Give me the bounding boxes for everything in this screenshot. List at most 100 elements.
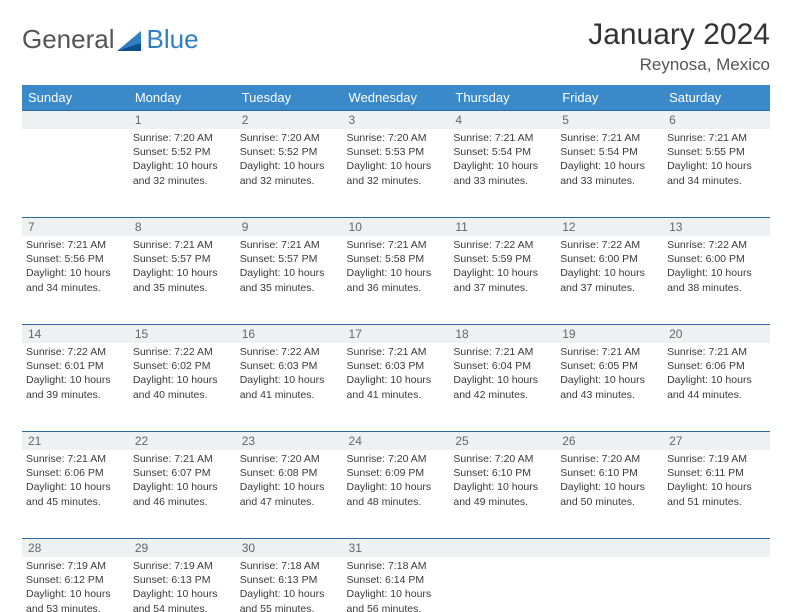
sunrise-line: Sunrise: 7:19 AM [133,559,232,573]
day-number-cell: 4 [449,111,556,130]
daylight-line: Daylight: 10 hours and 53 minutes. [26,587,125,612]
day-cell: Sunrise: 7:20 AMSunset: 5:52 PMDaylight:… [129,129,236,218]
day-number-cell: 7 [22,218,129,237]
daylight-line: Daylight: 10 hours and 33 minutes. [560,159,659,187]
day-details: Sunrise: 7:21 AMSunset: 5:57 PMDaylight:… [133,236,232,295]
day-cell: Sunrise: 7:20 AMSunset: 6:08 PMDaylight:… [236,450,343,539]
sunrise-line: Sunrise: 7:21 AM [667,131,766,145]
sunset-line: Sunset: 6:10 PM [560,466,659,480]
sunrise-line: Sunrise: 7:21 AM [347,345,446,359]
sunset-line: Sunset: 5:56 PM [26,252,125,266]
day-details: Sunrise: 7:22 AMSunset: 6:01 PMDaylight:… [26,343,125,402]
daylight-line: Daylight: 10 hours and 34 minutes. [667,159,766,187]
sunset-line: Sunset: 5:54 PM [453,145,552,159]
day-number-cell: 9 [236,218,343,237]
day-cell: Sunrise: 7:21 AMSunset: 5:57 PMDaylight:… [129,236,236,325]
day-cell: Sunrise: 7:21 AMSunset: 5:55 PMDaylight:… [663,129,770,218]
day-number-cell: 30 [236,539,343,558]
sunset-line: Sunset: 6:13 PM [240,573,339,587]
sunset-line: Sunset: 6:03 PM [347,359,446,373]
sunrise-line: Sunrise: 7:20 AM [453,452,552,466]
day-details: Sunrise: 7:21 AMSunset: 6:07 PMDaylight:… [133,450,232,509]
day-number-cell: 12 [556,218,663,237]
sunrise-line: Sunrise: 7:21 AM [26,452,125,466]
day-cell: Sunrise: 7:21 AMSunset: 6:03 PMDaylight:… [343,343,450,432]
day-cell: Sunrise: 7:21 AMSunset: 6:07 PMDaylight:… [129,450,236,539]
sunset-line: Sunset: 6:06 PM [667,359,766,373]
day-details: Sunrise: 7:22 AMSunset: 6:02 PMDaylight:… [133,343,232,402]
sunrise-line: Sunrise: 7:20 AM [240,452,339,466]
daylight-line: Daylight: 10 hours and 43 minutes. [560,373,659,401]
weekday-monday: Monday [129,85,236,111]
day-cell: Sunrise: 7:19 AMSunset: 6:13 PMDaylight:… [129,557,236,612]
sunset-line: Sunset: 6:00 PM [560,252,659,266]
day-cell: Sunrise: 7:21 AMSunset: 5:54 PMDaylight:… [449,129,556,218]
day-cell: Sunrise: 7:21 AMSunset: 6:06 PMDaylight:… [22,450,129,539]
sunrise-line: Sunrise: 7:20 AM [240,131,339,145]
day-number-cell: 1 [129,111,236,130]
day-number-cell: 8 [129,218,236,237]
daylight-line: Daylight: 10 hours and 32 minutes. [133,159,232,187]
day-details: Sunrise: 7:21 AMSunset: 5:57 PMDaylight:… [240,236,339,295]
day-number-cell: 16 [236,325,343,344]
brand-sail-icon [117,29,143,51]
day-cell: Sunrise: 7:19 AMSunset: 6:12 PMDaylight:… [22,557,129,612]
weekday-sunday: Sunday [22,85,129,111]
header: General Blue January 2024 Reynosa, Mexic… [22,18,770,75]
day-details: Sunrise: 7:22 AMSunset: 6:00 PMDaylight:… [560,236,659,295]
day-cell: Sunrise: 7:20 AMSunset: 5:52 PMDaylight:… [236,129,343,218]
sunset-line: Sunset: 6:11 PM [667,466,766,480]
sunrise-line: Sunrise: 7:21 AM [453,131,552,145]
day-details: Sunrise: 7:21 AMSunset: 6:04 PMDaylight:… [453,343,552,402]
day-details: Sunrise: 7:22 AMSunset: 5:59 PMDaylight:… [453,236,552,295]
day-number-cell [22,111,129,130]
sunset-line: Sunset: 5:57 PM [240,252,339,266]
daylight-line: Daylight: 10 hours and 36 minutes. [347,266,446,294]
sunset-line: Sunset: 6:09 PM [347,466,446,480]
sunset-line: Sunset: 6:02 PM [133,359,232,373]
week-row: Sunrise: 7:21 AM Sunset: 5:56 PM Daylight:… [22,236,770,325]
sunrise-line: Sunrise: 7:22 AM [133,345,232,359]
day-details: Sunrise: 7:21 AMSunset: 5:55 PMDaylight:… [667,129,766,188]
day-details: Sunrise: 7:20 AMSunset: 5:53 PMDaylight:… [347,129,446,188]
daylight-line: Daylight: 10 hours and 35 minutes. [133,266,232,294]
day-cell: Sunrise: 7:18 AMSunset: 6:14 PMDaylight:… [343,557,450,612]
day-details: Sunrise: 7:18 AMSunset: 6:13 PMDaylight:… [240,557,339,612]
sunset-line: Sunset: 6:00 PM [667,252,766,266]
day-number-cell: 3 [343,111,450,130]
day-cell [556,557,663,612]
sunrise-line: Sunrise: 7:20 AM [560,452,659,466]
calendar-page: General Blue January 2024 Reynosa, Mexic… [0,0,792,612]
daylight-line: Daylight: 10 hours and 40 minutes. [133,373,232,401]
weekday-wednesday: Wednesday [343,85,450,111]
daylight-line: Daylight: 10 hours and 48 minutes. [347,480,446,508]
weekday-tuesday: Tuesday [236,85,343,111]
sunrise-line: Sunrise: 7:21 AM [560,345,659,359]
daylight-line: Daylight: 10 hours and 35 minutes. [240,266,339,294]
day-number-cell: 21 [22,432,129,451]
daynum-row: 14151617181920 [22,325,770,344]
month-title: January 2024 [588,18,770,51]
day-cell: Sunrise: 7:21 AMSunset: 5:54 PMDaylight:… [556,129,663,218]
weekday-thursday: Thursday [449,85,556,111]
day-details: Sunrise: 7:20 AMSunset: 5:52 PMDaylight:… [240,129,339,188]
day-number-cell [556,539,663,558]
week-row: Sunrise: 7:22 AMSunset: 6:01 PMDaylight:… [22,343,770,432]
day-number-cell: 11 [449,218,556,237]
sunset-line: Sunset: 6:03 PM [240,359,339,373]
day-details: Sunrise: 7:22 AMSunset: 6:03 PMDaylight:… [240,343,339,402]
sunrise-line: Sunrise: 7:20 AM [347,131,446,145]
sunrise-line: Sunrise: 7:22 AM [453,238,552,252]
week-row: Sunrise: 7:21 AMSunset: 6:06 PMDaylight:… [22,450,770,539]
daylight-line: Daylight: 10 hours and 32 minutes. [240,159,339,187]
sunrise-line: Sunrise: 7:21 AM [240,238,339,252]
sunset-line: Sunset: 6:08 PM [240,466,339,480]
sunrise-line: Sunrise: 7:19 AM [667,452,766,466]
day-details: Sunrise: 7:21 AMSunset: 5:56 PMDaylight:… [26,236,125,295]
day-number-cell: 5 [556,111,663,130]
day-number-cell: 25 [449,432,556,451]
daynum-row: 28293031 [22,539,770,558]
daylight-line: Daylight: 10 hours and 46 minutes. [133,480,232,508]
brand-word-2: Blue [147,24,199,55]
day-details: Sunrise: 7:22 AMSunset: 6:00 PMDaylight:… [667,236,766,295]
